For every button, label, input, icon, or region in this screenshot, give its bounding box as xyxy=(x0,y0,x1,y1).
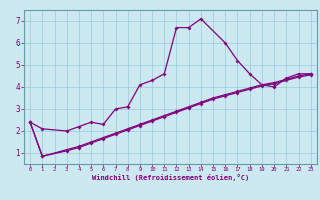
X-axis label: Windchill (Refroidissement éolien,°C): Windchill (Refroidissement éolien,°C) xyxy=(92,174,249,181)
